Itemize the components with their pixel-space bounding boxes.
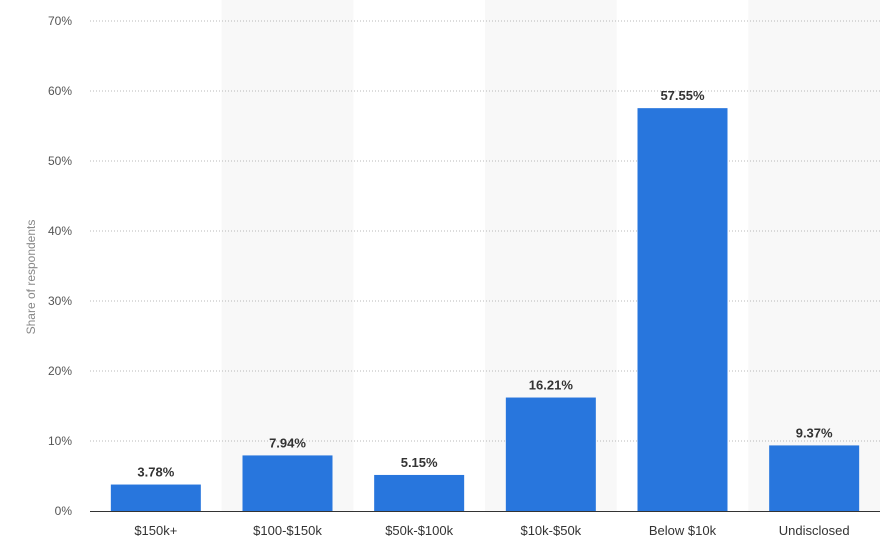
data-label: 7.94% — [269, 435, 306, 450]
bar — [769, 445, 860, 511]
x-tick-label: $10k-$50k — [520, 523, 581, 538]
bar — [242, 455, 333, 511]
data-labels: 3.78% 7.94% 5.15% 16.21% 57.55% 9.37% — [137, 88, 833, 479]
bar — [374, 474, 465, 511]
y-tick-label: 0% — [55, 504, 73, 518]
bar — [637, 108, 728, 512]
alternating-bands — [221, 0, 880, 511]
y-axis-title: Share of respondents — [24, 220, 38, 335]
x-tick-label: $150k+ — [134, 523, 177, 538]
x-tick-label: $100-$150k — [253, 523, 322, 538]
x-tick-label: $50k-$100k — [385, 523, 453, 538]
y-axis-ticks: 0% 10% 20% 30% 40% 50% 60% 70% — [48, 14, 72, 518]
background-band — [748, 0, 880, 511]
data-label: 9.37% — [796, 425, 833, 440]
background-band — [221, 0, 354, 511]
x-axis-labels: $150k+ $100-$150k $50k-$100k $10k-$50k Below… — [134, 523, 849, 538]
y-tick-label: 50% — [48, 154, 72, 168]
x-tick-label: Undisclosed — [779, 523, 850, 538]
data-label: 16.21% — [529, 378, 574, 393]
y-tick-label: 10% — [48, 434, 72, 448]
y-tick-label: 70% — [48, 14, 72, 28]
y-tick-label: 20% — [48, 364, 72, 378]
y-tick-label: 30% — [48, 294, 72, 308]
bars — [110, 108, 860, 512]
y-tick-label: 60% — [48, 84, 72, 98]
data-label: 57.55% — [660, 88, 705, 103]
data-label: 3.78% — [137, 465, 174, 480]
x-tick-label: Below $10k — [649, 523, 717, 538]
data-label: 5.15% — [401, 455, 438, 470]
bar — [110, 484, 201, 511]
bar — [505, 397, 596, 511]
y-tick-label: 40% — [48, 224, 72, 238]
